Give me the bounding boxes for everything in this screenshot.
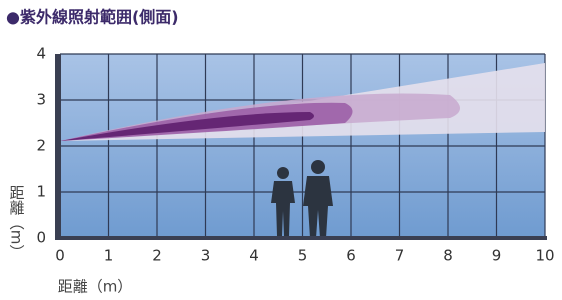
x-tick-label: 5: [298, 247, 308, 265]
chart-title: ●紫外線照射範囲(側面): [6, 8, 179, 27]
y-axis: [55, 54, 61, 240]
y-tick-label: 3: [36, 91, 46, 109]
y-tick-label: 2: [36, 137, 46, 155]
chart: ●紫外線照射範囲(側面) 距離（m） 距離（m） 0 1 2 3 4 5 6 7 8 9 10 0 1 2…: [0, 0, 562, 300]
y-axis-label: 距離（m）: [8, 185, 26, 260]
x-tick-label: 10: [535, 247, 554, 265]
y-tick-label: 1: [36, 183, 46, 201]
x-tick-label: 6: [346, 247, 356, 265]
x-axis: [55, 236, 547, 240]
x-tick-label: 3: [201, 247, 211, 265]
x-tick-label: 2: [152, 247, 162, 265]
x-tick-label: 0: [55, 247, 65, 265]
y-tick-label: 4: [36, 45, 46, 63]
x-tick-label: 1: [104, 247, 114, 265]
x-tick-label: 8: [443, 247, 453, 265]
x-tick-label: 4: [249, 247, 259, 265]
x-tick-label: 7: [395, 247, 405, 265]
x-tick-label: 9: [492, 247, 502, 265]
x-axis-label: 距離（m）: [58, 278, 133, 296]
y-tick-label: 0: [36, 229, 46, 247]
